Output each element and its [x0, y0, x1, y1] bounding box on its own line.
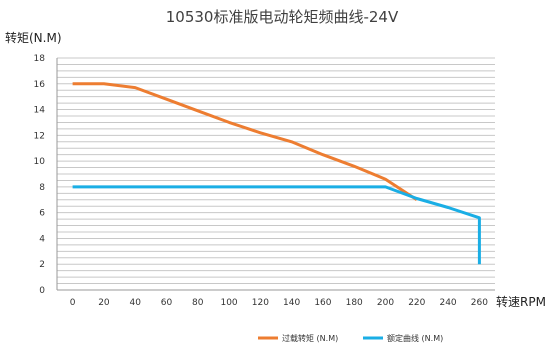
x-axis-label: 转速RPM: [496, 294, 546, 309]
x-tick-label: 40: [129, 298, 141, 308]
x-tick-label: 20: [98, 298, 110, 308]
x-tick-label: 140: [283, 298, 300, 308]
series-line-2: [72, 185, 481, 265]
y-tick-label: 12: [34, 131, 45, 141]
y-tick-label: 8: [39, 183, 45, 193]
series-lines: [72, 82, 481, 265]
x-tick-label: 180: [346, 298, 363, 308]
x-tick-label: 0: [70, 298, 76, 308]
x-tick-label: 220: [408, 298, 425, 308]
chart-title: 10530标准版电动轮矩频曲线-24V: [166, 8, 399, 26]
x-tick-label: 60: [161, 298, 173, 308]
x-tick-label: 260: [471, 298, 488, 308]
legend-label: 过载转矩 (N.M): [282, 333, 338, 343]
y-tick-label: 0: [39, 286, 45, 296]
y-tick-label: 10: [34, 157, 46, 167]
y-tick-label: 6: [39, 209, 45, 219]
gridlines: [57, 57, 495, 285]
x-tick-label: 80: [192, 298, 204, 308]
y-tick-label: 14: [34, 106, 46, 116]
y-tick-label: 18: [34, 54, 46, 64]
x-tick-label: 100: [220, 298, 237, 308]
y-tick-label: 2: [39, 260, 45, 270]
x-tick-label: 160: [314, 298, 331, 308]
series-line-1: [72, 82, 418, 202]
x-tick-label: 240: [439, 298, 456, 308]
y-axis-label: 转矩(N.M): [5, 30, 62, 45]
legend-label: 额定曲线 (N.M): [387, 333, 443, 343]
legend: 过载转矩 (N.M) 额定曲线 (N.M): [258, 333, 443, 343]
x-tick-label: 200: [377, 298, 394, 308]
x-tick-label: 120: [252, 298, 269, 308]
y-tick-label: 16: [34, 80, 46, 90]
axes: [56, 58, 495, 291]
y-tick-label: 4: [39, 234, 45, 244]
